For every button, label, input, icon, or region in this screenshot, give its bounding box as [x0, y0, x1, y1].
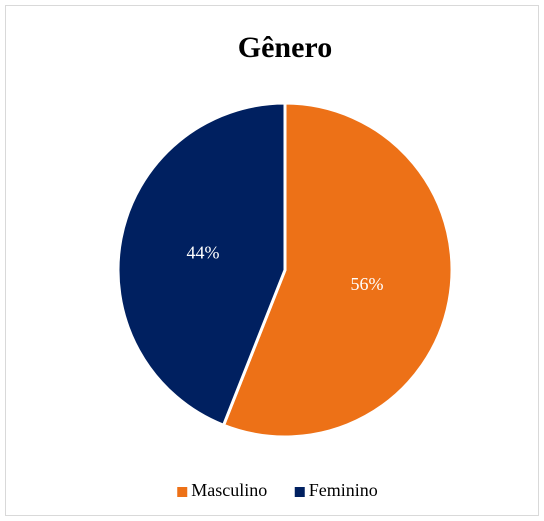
legend-swatch	[294, 487, 305, 497]
legend-label: Feminino	[309, 480, 378, 500]
data-label: 56%	[351, 274, 384, 294]
pie-slice	[116, 101, 287, 428]
data-label: 44%	[186, 242, 219, 262]
legend-swatch	[177, 487, 188, 497]
pie-slice	[221, 101, 454, 439]
legend-label: Masculino	[191, 480, 267, 500]
chart-title: Gênero	[238, 31, 332, 64]
